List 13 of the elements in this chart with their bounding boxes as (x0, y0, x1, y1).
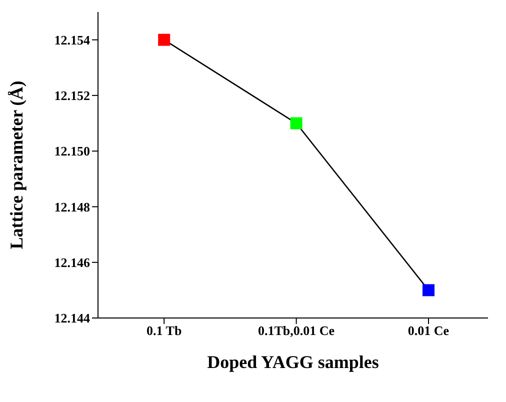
point (290, 117, 302, 130)
x-axis-title: Doped YAGG samples (207, 352, 379, 372)
x-tick-label: 0.1Tb,0.01 Ce (258, 323, 335, 338)
y-tick-label: 12.152 (54, 88, 90, 104)
y-tick-label: 12.150 (54, 144, 90, 159)
point (422, 284, 435, 296)
y-tick-label: 12.154 (54, 32, 90, 48)
y-tick-label: 12.144 (54, 310, 90, 326)
x-tick-label: 0.1 Tb (146, 323, 182, 338)
y-tick-label: 12.146 (54, 254, 90, 270)
x-tick-label: 0.01 Ce (408, 323, 450, 338)
point (158, 34, 170, 46)
y-tick-label: 12.148 (54, 199, 90, 214)
